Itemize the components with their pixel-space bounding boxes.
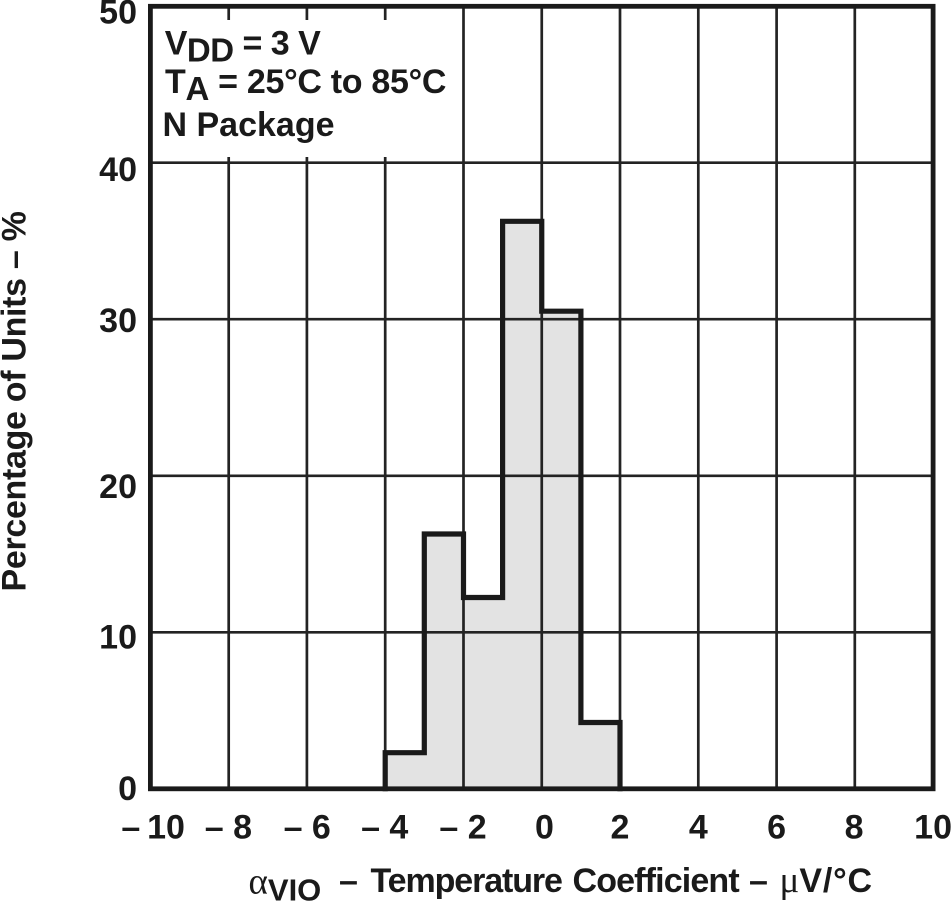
- svg-text:0: 0: [118, 770, 137, 808]
- svg-text:– 4: – 4: [361, 809, 408, 847]
- svg-text:40: 40: [99, 151, 137, 189]
- svg-text:TA = 25°C to 85°C: TA = 25°C to 85°C: [165, 63, 446, 107]
- svg-text:30: 30: [99, 302, 137, 340]
- svg-text:4: 4: [689, 809, 708, 847]
- svg-text:0: 0: [535, 809, 554, 847]
- svg-text:10: 10: [914, 809, 951, 847]
- svg-text:6: 6: [767, 809, 786, 847]
- svg-text:10: 10: [99, 619, 137, 657]
- svg-text:2: 2: [611, 809, 630, 847]
- svg-text:– 2: – 2: [439, 809, 486, 847]
- svg-text:– 10: – 10: [121, 809, 185, 847]
- svg-text:VDD = 3 V: VDD = 3 V: [165, 25, 321, 69]
- svg-text:20: 20: [99, 468, 137, 506]
- svg-text:50: 50: [99, 0, 137, 32]
- svg-text:– 8: – 8: [205, 809, 252, 847]
- svg-text:Percentage of Units – %: Percentage of Units – %: [0, 211, 33, 591]
- svg-text:8: 8: [845, 809, 864, 847]
- svg-text:N Package: N Package: [163, 106, 335, 144]
- svg-text:– 6: – 6: [284, 809, 331, 847]
